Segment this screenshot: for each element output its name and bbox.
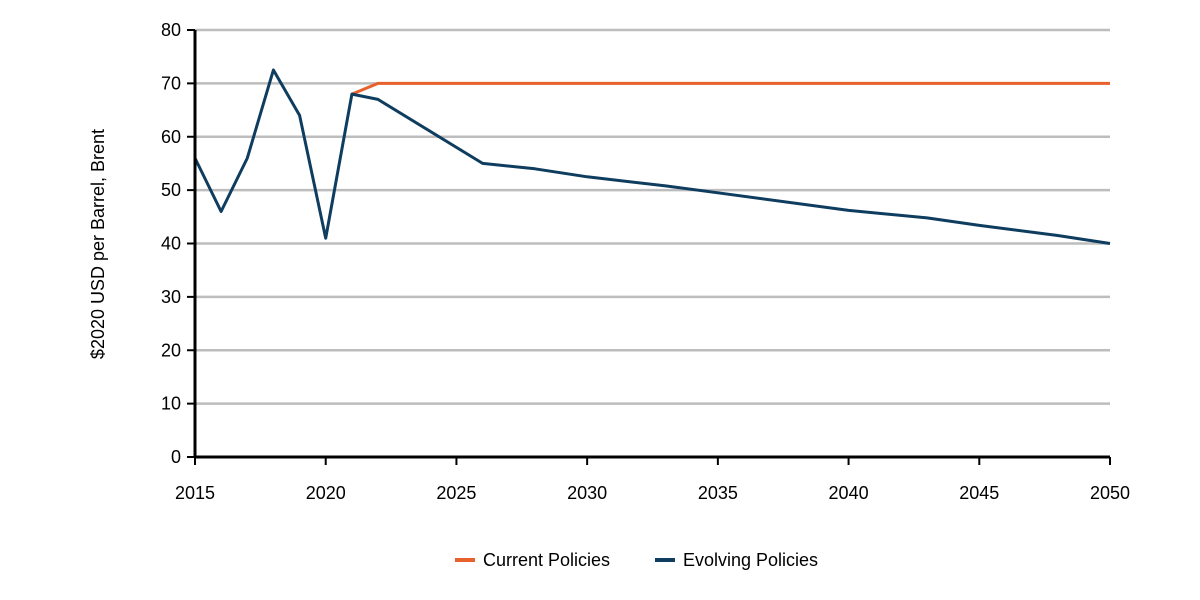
x-tick-label: 2035: [698, 483, 738, 503]
series-line-current-policies: [351, 81, 1110, 96]
legend-label-current-policies: Current Policies: [483, 550, 610, 570]
x-tick-label: 2025: [436, 483, 476, 503]
y-tick-label: 40: [161, 234, 181, 254]
y-tick-label: 70: [161, 73, 181, 93]
y-tick-label: 50: [161, 180, 181, 200]
y-tick-label: 0: [171, 447, 181, 467]
series-lines: [193, 68, 1111, 245]
y-tick-label: 80: [161, 20, 181, 40]
gridlines: [195, 28, 1110, 405]
legend: Current Policies Evolving Policies: [455, 550, 818, 570]
y-tick-label: 30: [161, 287, 181, 307]
x-tick-label: 2020: [306, 483, 346, 503]
y-tick-label: 60: [161, 127, 181, 147]
y-tick-label: 20: [161, 340, 181, 360]
series-line-evolving-policies: [193, 68, 1111, 245]
x-tick-label: 2030: [567, 483, 607, 503]
x-tick-label: 2045: [959, 483, 999, 503]
x-tick-label: 2040: [829, 483, 869, 503]
legend-label-evolving-policies: Evolving Policies: [683, 550, 818, 570]
x-tick-label: 2015: [175, 483, 215, 503]
x-tick-label: 2050: [1090, 483, 1130, 503]
y-tick-label: 10: [161, 394, 181, 414]
y-axis-title: $2020 USD per Barrel, Brent: [88, 129, 108, 359]
axes: [187, 29, 1111, 465]
